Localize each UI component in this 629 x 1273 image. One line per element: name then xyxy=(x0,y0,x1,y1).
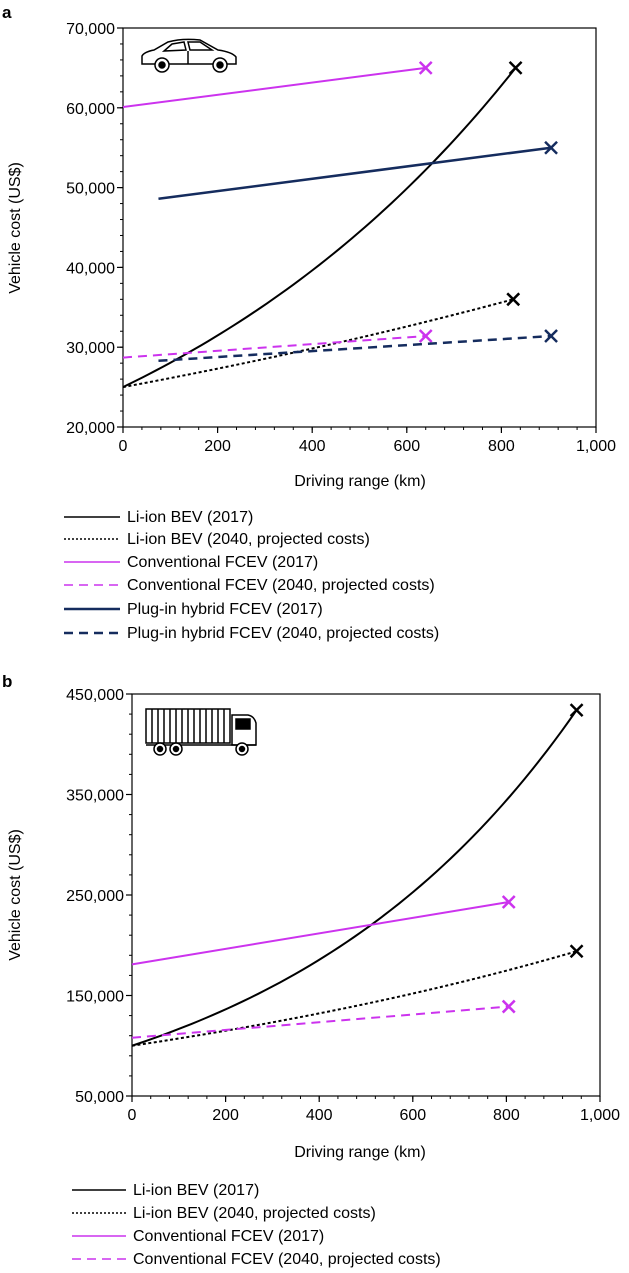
truck-icon xyxy=(145,708,257,756)
x-tick-label: 0 xyxy=(119,438,128,455)
x-axis-label: Driving range (km) xyxy=(294,1144,426,1161)
x-axis-label: Driving range (km) xyxy=(294,473,426,490)
panel-b: b Vehicle cost (US$) Driving range (km) … xyxy=(2,672,620,1268)
svg-text:Conventional FCEV (2040, proje: Conventional FCEV (2040, projected costs… xyxy=(133,1251,441,1268)
legend: Li-ion BEV (2017) Li-ion BEV (2040, proj… xyxy=(72,1182,441,1268)
y-tick-label: 150,000 xyxy=(66,989,124,1006)
series-line xyxy=(131,709,578,1047)
svg-text:Conventional FCEV (2017): Conventional FCEV (2017) xyxy=(133,1228,324,1245)
plot-area: 0 200 400 600 800 1,000 50,000 150,000 250,000 35… xyxy=(66,687,620,1124)
legend-item: Li-ion BEV (2040, projected costs) xyxy=(64,531,370,548)
end-marker xyxy=(569,944,584,959)
end-marker xyxy=(501,895,516,909)
svg-text:Li-ion BEV (2040, projected co: Li-ion BEV (2040, projected costs) xyxy=(127,531,370,548)
series-line xyxy=(122,335,426,359)
svg-text:Plug-in hybrid FCEV (2040, pro: Plug-in hybrid FCEV (2040, projected cos… xyxy=(127,625,439,642)
legend-item: Conventional FCEV (2040, projected costs… xyxy=(72,1251,441,1268)
y-tick-label: 60,000 xyxy=(66,101,115,118)
y-tick-label: 50,000 xyxy=(66,181,115,198)
legend-item: Li-ion BEV (2040, projected costs) xyxy=(72,1205,376,1222)
series-line xyxy=(122,298,514,389)
x-tick-label: 800 xyxy=(488,438,515,455)
end-marker xyxy=(569,703,584,717)
end-marker xyxy=(544,329,558,343)
x-tick-label: 600 xyxy=(393,438,420,455)
svg-text:Conventional FCEV (2017): Conventional FCEV (2017) xyxy=(127,554,318,571)
y-axis-label: Vehicle cost (US$) xyxy=(7,829,24,961)
series-line xyxy=(131,1005,509,1039)
x-tick-label: 400 xyxy=(299,438,326,455)
plot-frame xyxy=(122,27,597,428)
svg-text:Plug-in hybrid FCEV (2017): Plug-in hybrid FCEV (2017) xyxy=(127,601,323,618)
end-marker xyxy=(418,329,433,343)
y-tick-label: 350,000 xyxy=(66,788,124,805)
series-layer xyxy=(131,703,584,1047)
end-marker xyxy=(418,61,433,75)
legend: Li-ion BEV (2017) Li-ion BEV (2040, proj… xyxy=(64,509,439,642)
legend-item: Plug-in hybrid FCEV (2017) xyxy=(64,601,323,618)
y-tick-label: 50,000 xyxy=(75,1089,124,1106)
panel-label: a xyxy=(2,3,12,22)
svg-text:Li-ion BEV (2040, projected co: Li-ion BEV (2040, projected costs) xyxy=(133,1205,376,1222)
legend-item: Li-ion BEV (2017) xyxy=(64,509,253,526)
legend-item: Conventional FCEV (2040, projected costs… xyxy=(64,577,435,594)
y-tick-label: 40,000 xyxy=(66,260,115,277)
svg-text:Li-ion BEV (2017): Li-ion BEV (2017) xyxy=(133,1182,259,1199)
end-marker xyxy=(506,292,521,307)
panel-a: a Vehicle cost (US$) Driving range (km) … xyxy=(2,3,616,642)
x-tick-label: 800 xyxy=(493,1107,520,1124)
x-tick-label: 600 xyxy=(399,1107,426,1124)
y-tick-label: 20,000 xyxy=(66,420,115,437)
x-tick-label: 400 xyxy=(306,1107,333,1124)
y-tick-label: 70,000 xyxy=(66,21,115,38)
legend-item: Plug-in hybrid FCEV (2040, projected cos… xyxy=(64,625,439,642)
series-line xyxy=(158,146,552,201)
legend-item: Li-ion BEV (2017) xyxy=(72,1182,259,1199)
series-line xyxy=(122,66,426,108)
y-tick-label: 450,000 xyxy=(66,687,124,704)
panel-label: b xyxy=(2,672,12,691)
series-line xyxy=(131,901,509,966)
legend-item: Conventional FCEV (2017) xyxy=(72,1228,324,1245)
x-tick-label: 200 xyxy=(204,438,231,455)
x-tick-label: 1,000 xyxy=(580,1107,620,1124)
x-tick-label: 1,000 xyxy=(576,438,616,455)
y-axis-label: Vehicle cost (US$) xyxy=(7,162,24,294)
svg-text:Li-ion BEV (2017): Li-ion BEV (2017) xyxy=(127,509,253,526)
series-layer xyxy=(122,61,558,389)
end-marker xyxy=(544,140,558,155)
end-marker xyxy=(501,999,516,1014)
series-line xyxy=(158,334,552,363)
svg-text:Conventional FCEV (2040, proje: Conventional FCEV (2040, projected costs… xyxy=(127,577,435,594)
series-line xyxy=(131,950,577,1047)
y-tick-label: 30,000 xyxy=(66,340,115,357)
plot-area: 0 200 400 600 800 1,000 20,000 30,000 40,000 50,0… xyxy=(66,21,616,455)
car-icon xyxy=(141,38,237,73)
plot-frame xyxy=(131,693,601,1097)
y-tick-label: 250,000 xyxy=(66,888,124,905)
x-tick-label: 200 xyxy=(212,1107,239,1124)
x-tick-label: 0 xyxy=(128,1107,137,1124)
series-line xyxy=(122,67,517,388)
end-marker xyxy=(508,61,523,75)
legend-item: Conventional FCEV (2017) xyxy=(64,554,318,571)
